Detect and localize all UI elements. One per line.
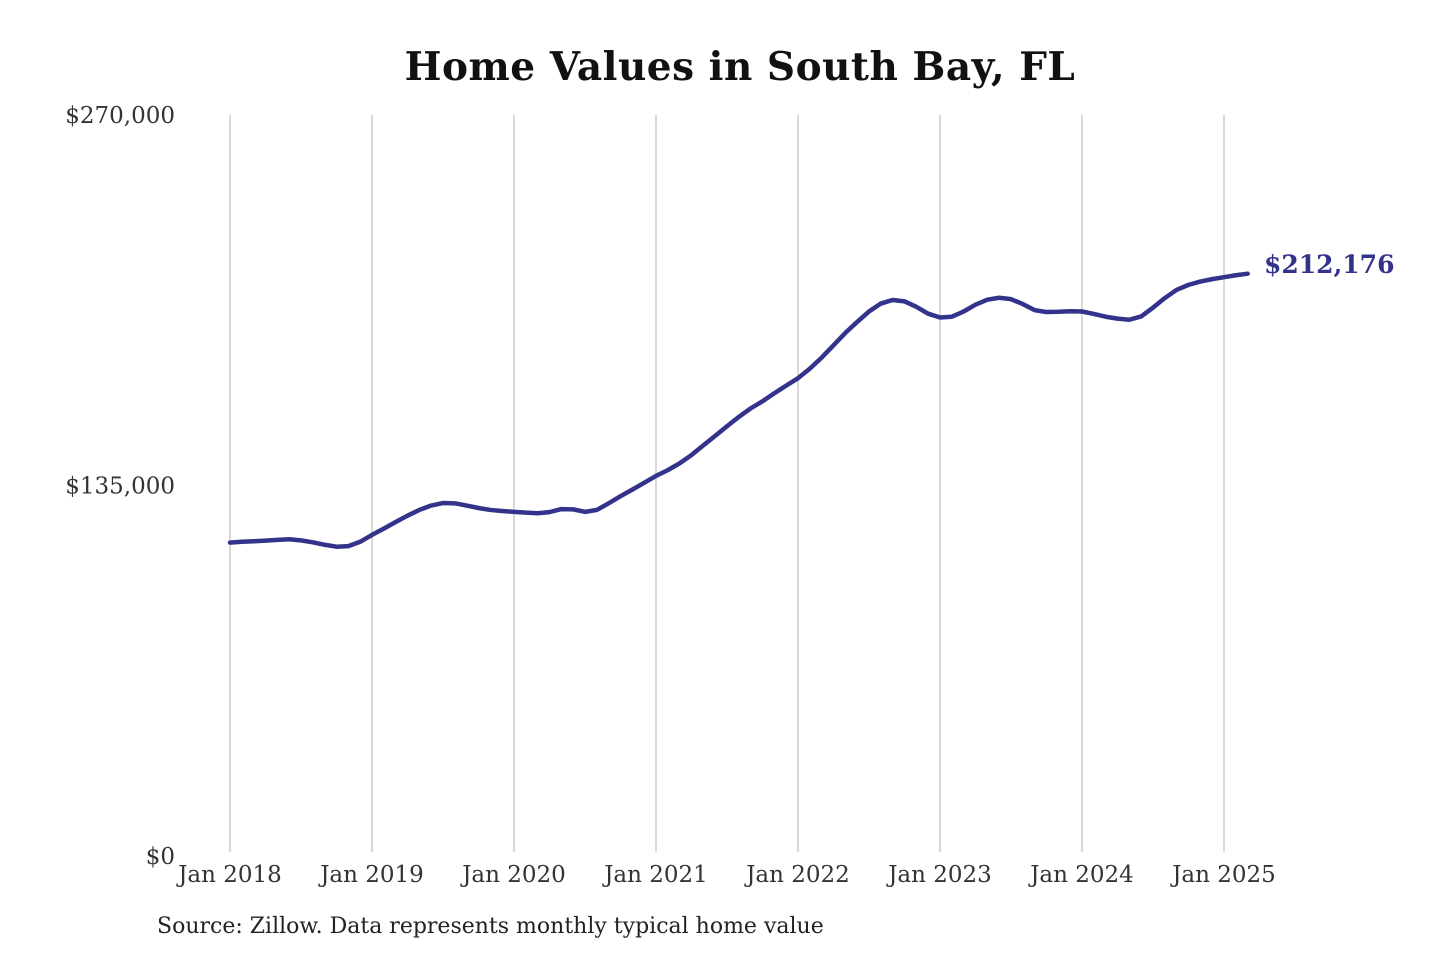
- x-tick-jan-2018: Jan 2018: [176, 862, 282, 888]
- x-tick-jan-2023: Jan 2023: [886, 862, 992, 888]
- latest-value-label: $212,176: [1264, 250, 1395, 279]
- x-tick-jan-2021: Jan 2021: [602, 862, 708, 888]
- x-tick-jan-2022: Jan 2022: [744, 862, 850, 888]
- y-tick-0: $0: [146, 844, 175, 870]
- home-value-line: [227, 271, 1250, 549]
- y-tick-270000: $270,000: [65, 103, 175, 129]
- x-tick-jan-2020: Jan 2020: [460, 862, 566, 888]
- chart-title: Home Values in South Bay, FL: [404, 44, 1076, 90]
- x-tick-jan-2024: Jan 2024: [1028, 862, 1134, 888]
- x-tick-jan-2019: Jan 2019: [318, 862, 424, 888]
- source-note: Source: Zillow. Data represents monthly …: [157, 914, 824, 939]
- x-tick-jan-2025: Jan 2025: [1170, 862, 1276, 888]
- y-tick-135000: $135,000: [65, 474, 175, 500]
